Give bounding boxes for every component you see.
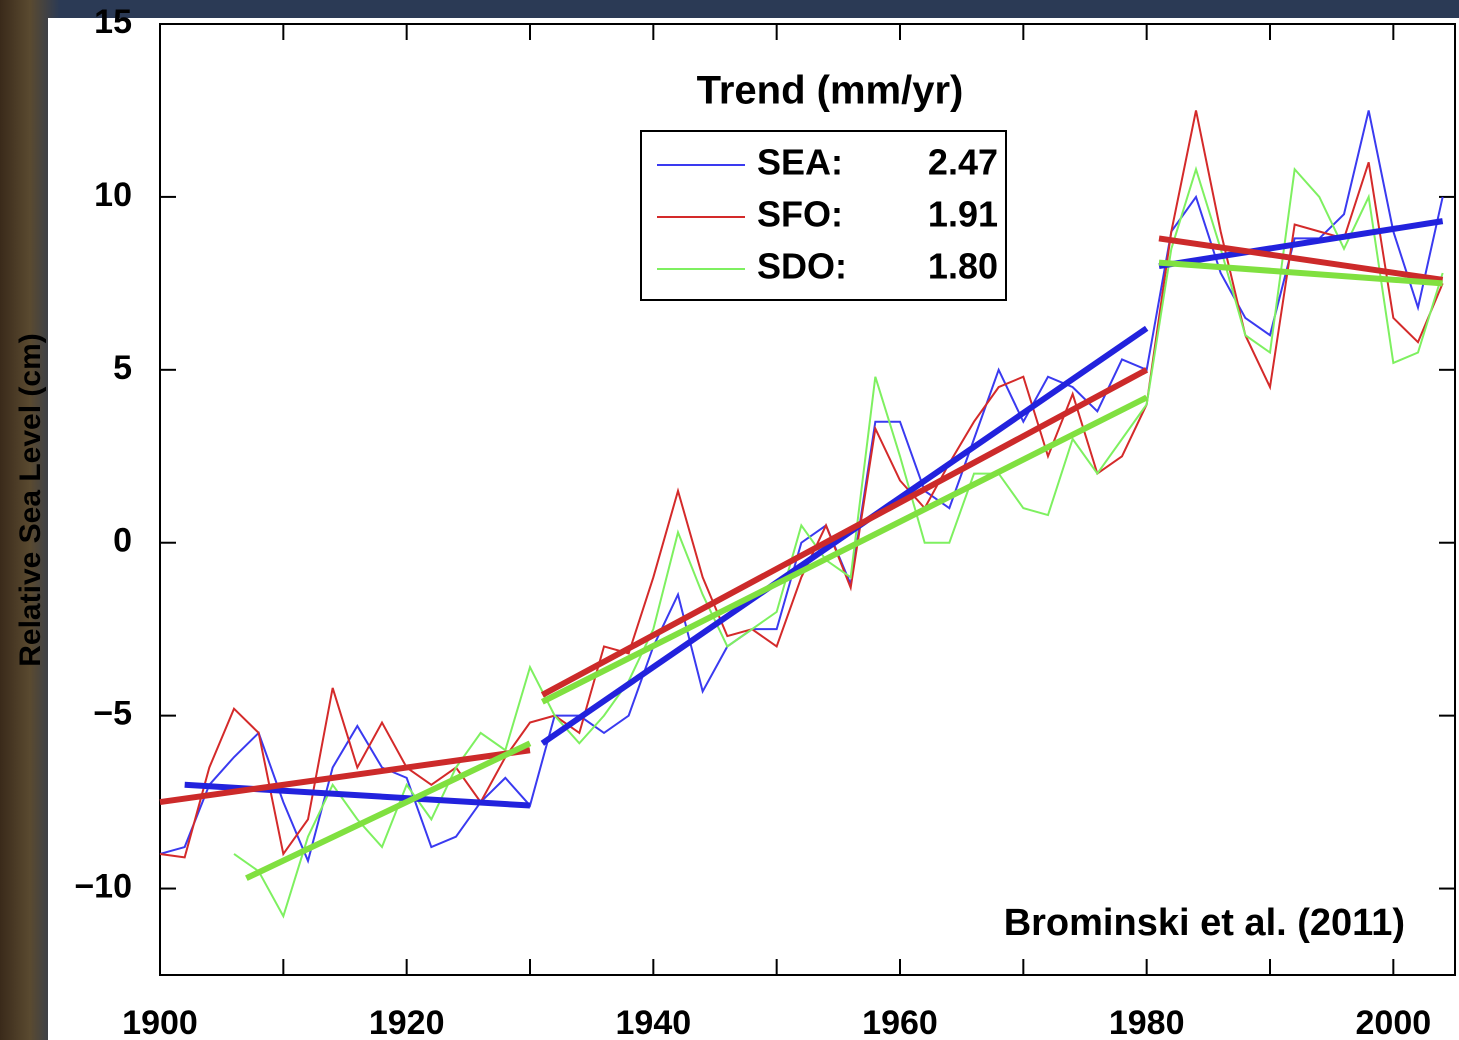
trend-line [540,394,1149,705]
y-axis-label: Relative Sea Level (cm) [14,333,47,667]
legend-value: 1.80 [928,246,998,287]
legend-label: SFO: [757,194,843,235]
data-line [159,110,1444,864]
y-tick-label: −10 [74,868,132,906]
y-tick-label: 15 [94,3,132,41]
legend-box [640,130,1007,301]
trend-line [540,367,1149,698]
x-tick-label: 1920 [369,1004,445,1040]
trend-line [1158,218,1444,270]
x-tick-label: 1980 [1109,1004,1185,1040]
legend-label: SDO: [757,246,847,287]
x-tick-label: 2000 [1356,1004,1432,1040]
y-tick-label: 10 [94,176,132,214]
y-tick-label: −5 [93,695,132,733]
trend-line [159,747,531,806]
y-tick-label: 5 [113,349,132,387]
data-line [233,165,1444,919]
legend-value: 2.47 [928,142,998,183]
y-tick-label: 0 [113,522,132,560]
x-tick-label: 1940 [616,1004,692,1040]
x-tick-label: 1960 [862,1004,938,1040]
legend-label: SEA: [757,142,843,183]
x-tick-label: 1900 [122,1004,198,1040]
legend-value: 1.91 [928,194,998,235]
legend-title: Trend (mm/yr) [697,69,964,113]
trend-line [540,325,1149,746]
annotation: Brominski et al. (2011) [1004,902,1405,944]
trend-line [1158,259,1443,287]
plot-frame [159,23,1456,976]
trend-line [1158,235,1444,283]
trend-line [245,740,532,881]
